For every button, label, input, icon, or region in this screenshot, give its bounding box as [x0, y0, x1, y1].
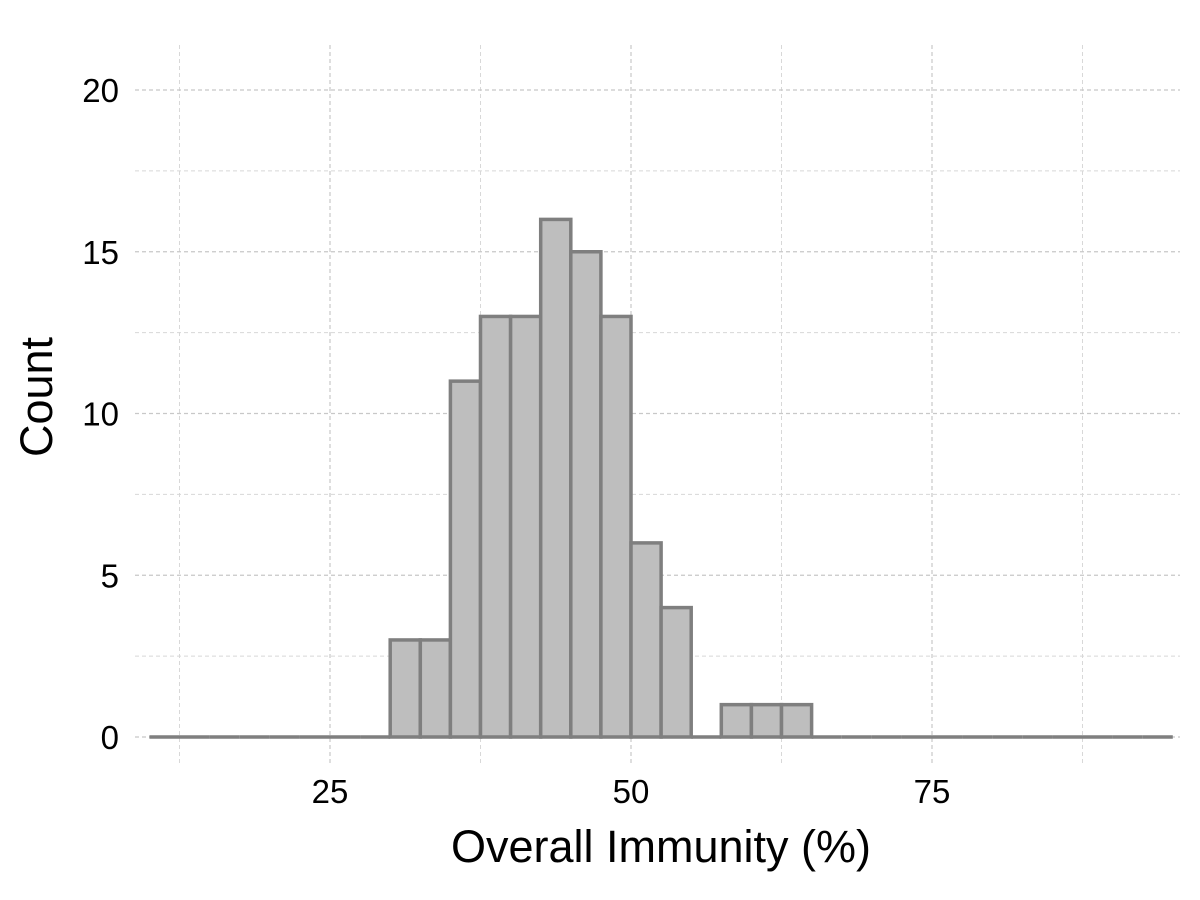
- y-axis-tick-labels: 0 5 10 15 20: [82, 72, 119, 756]
- y-tick-label: 10: [82, 396, 119, 433]
- histogram-bar: [629, 541, 663, 739]
- histogram-bar: [478, 314, 513, 739]
- y-tick-label: 20: [82, 72, 119, 109]
- histogram-bar: [659, 605, 693, 739]
- y-tick-label: 15: [82, 234, 119, 271]
- histogram-bar: [569, 250, 603, 739]
- histogram-bar: [388, 638, 423, 739]
- x-axis-tick-labels: 25 50 75: [312, 773, 951, 810]
- histogram-bar: [749, 702, 784, 739]
- histogram-bar: [448, 379, 483, 739]
- y-tick-label: 5: [101, 557, 119, 594]
- x-tick-label: 75: [914, 773, 951, 810]
- y-axis-title: Count: [11, 336, 62, 457]
- histogram-bar: [538, 217, 573, 739]
- histogram-bar: [418, 638, 453, 739]
- histogram-bar: [599, 314, 633, 739]
- histogram-bars: [149, 217, 1173, 739]
- histogram-bar: [779, 702, 814, 739]
- x-axis-title: Overall Immunity (%): [451, 821, 871, 872]
- histogram-bar: [719, 702, 754, 739]
- y-tick-label: 0: [101, 719, 119, 756]
- x-tick-label: 25: [312, 773, 349, 810]
- histogram-bar: [508, 314, 543, 739]
- x-tick-label: 50: [613, 773, 650, 810]
